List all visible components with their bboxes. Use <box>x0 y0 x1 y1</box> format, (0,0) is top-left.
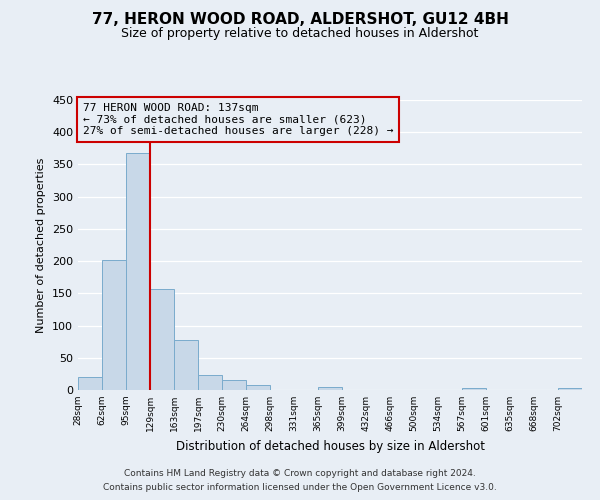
Text: Size of property relative to detached houses in Aldershot: Size of property relative to detached ho… <box>121 28 479 40</box>
Bar <box>222 380 246 390</box>
Text: 77, HERON WOOD ROAD, ALDERSHOT, GU12 4BH: 77, HERON WOOD ROAD, ALDERSHOT, GU12 4BH <box>92 12 508 28</box>
Bar <box>78 377 102 390</box>
Text: 77 HERON WOOD ROAD: 137sqm
← 73% of detached houses are smaller (623)
27% of sem: 77 HERON WOOD ROAD: 137sqm ← 73% of deta… <box>83 103 394 136</box>
Text: Contains public sector information licensed under the Open Government Licence v3: Contains public sector information licen… <box>103 484 497 492</box>
Bar <box>126 154 150 390</box>
Text: Contains HM Land Registry data © Crown copyright and database right 2024.: Contains HM Land Registry data © Crown c… <box>124 468 476 477</box>
Bar <box>198 375 222 390</box>
X-axis label: Distribution of detached houses by size in Aldershot: Distribution of detached houses by size … <box>176 440 485 452</box>
Bar <box>102 260 126 390</box>
Bar <box>558 388 582 390</box>
Bar <box>462 388 486 390</box>
Bar <box>150 290 174 390</box>
Bar <box>174 340 198 390</box>
Y-axis label: Number of detached properties: Number of detached properties <box>37 158 46 332</box>
Bar <box>246 386 270 390</box>
Bar <box>318 387 342 390</box>
